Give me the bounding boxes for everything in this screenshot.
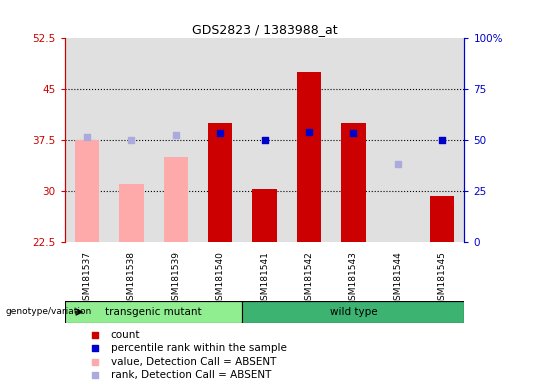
Text: percentile rank within the sample: percentile rank within the sample xyxy=(111,343,287,353)
Bar xyxy=(75,140,99,242)
Text: GSM181543: GSM181543 xyxy=(349,251,358,306)
Bar xyxy=(164,157,188,242)
Text: count: count xyxy=(111,330,140,340)
Bar xyxy=(65,301,242,323)
Point xyxy=(216,130,225,136)
Bar xyxy=(297,72,321,242)
Bar xyxy=(341,123,366,242)
Bar xyxy=(430,196,454,242)
Point xyxy=(90,345,99,351)
Text: GSM181542: GSM181542 xyxy=(305,251,314,306)
Bar xyxy=(242,301,464,323)
Text: wild type: wild type xyxy=(329,307,377,317)
Bar xyxy=(119,184,144,242)
Point xyxy=(90,332,99,338)
Text: transgenic mutant: transgenic mutant xyxy=(105,307,202,317)
Text: GSM181540: GSM181540 xyxy=(215,251,225,306)
Text: GSM181541: GSM181541 xyxy=(260,251,269,306)
Point xyxy=(305,129,313,135)
Point xyxy=(438,137,447,143)
Bar xyxy=(208,123,232,242)
Point xyxy=(90,358,99,364)
Point xyxy=(172,132,180,139)
Text: value, Detection Call = ABSENT: value, Detection Call = ABSENT xyxy=(111,356,276,366)
Text: GSM181538: GSM181538 xyxy=(127,251,136,306)
Text: genotype/variation: genotype/variation xyxy=(5,308,92,316)
Point xyxy=(349,130,357,136)
Bar xyxy=(252,189,277,242)
Point xyxy=(127,137,136,143)
Point xyxy=(83,134,91,140)
Text: GSM181545: GSM181545 xyxy=(438,251,447,306)
Text: GSM181539: GSM181539 xyxy=(171,251,180,306)
Text: rank, Detection Call = ABSENT: rank, Detection Call = ABSENT xyxy=(111,370,271,380)
Point xyxy=(260,137,269,143)
Title: GDS2823 / 1383988_at: GDS2823 / 1383988_at xyxy=(192,23,338,36)
Text: GSM181537: GSM181537 xyxy=(83,251,91,306)
Point xyxy=(90,372,99,378)
Point xyxy=(394,161,402,167)
Text: GSM181544: GSM181544 xyxy=(393,251,402,306)
